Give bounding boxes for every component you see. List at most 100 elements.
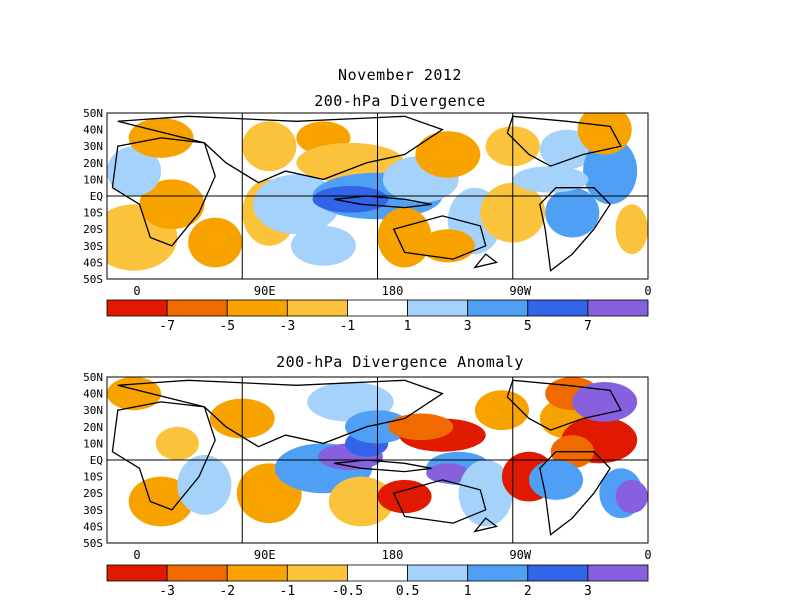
anomaly-blob xyxy=(128,476,194,527)
colorbar-label: -5 xyxy=(219,319,235,334)
lat-tick-label: 10N xyxy=(83,173,103,186)
anomaly-blob xyxy=(426,463,470,484)
figure-title: November 2012 xyxy=(338,66,462,84)
lon-tick-label: 90E xyxy=(254,548,276,562)
anomaly-blob xyxy=(242,121,297,172)
lat-tick-label: 30S xyxy=(83,504,103,517)
colorbar-label: -3 xyxy=(280,319,296,334)
colorbar-label: 1 xyxy=(404,319,412,334)
colorbar-label: -1 xyxy=(280,584,296,599)
colorbar-label: 1 xyxy=(464,584,472,599)
colorbar-label: -2 xyxy=(219,584,235,599)
colorbar-swatch xyxy=(286,564,348,582)
lat-tick-label: 20S xyxy=(83,487,103,500)
anomaly-blob xyxy=(572,381,638,422)
colorbar-label: -1 xyxy=(340,319,356,334)
coastline-path xyxy=(473,253,498,269)
lat-tick-label: 30S xyxy=(83,240,103,253)
coastline-path xyxy=(117,379,444,448)
colorbar-swatch xyxy=(587,564,649,582)
colorbar-label: -7 xyxy=(159,319,175,334)
colorbar-swatch xyxy=(587,299,649,317)
colorbar-swatch xyxy=(467,299,529,317)
colorbar-swatch xyxy=(527,299,589,317)
coastline-path xyxy=(334,195,432,209)
lat-tick-label: 40S xyxy=(83,520,103,533)
anomaly-blob xyxy=(458,460,513,527)
coastline-path xyxy=(392,479,487,524)
lat-tick-label: 30N xyxy=(83,140,103,153)
coastline-path xyxy=(539,451,611,536)
coastline-path xyxy=(117,115,444,184)
anomaly-blob xyxy=(388,413,454,441)
colorbar-label: 3 xyxy=(464,319,472,334)
panel-1-subtitle: 200-hPa Divergence xyxy=(314,92,486,110)
colorbar-swatch xyxy=(226,564,288,582)
colorbar-swatch xyxy=(407,564,469,582)
coastline-path xyxy=(539,187,611,272)
anomaly-blob xyxy=(155,426,199,460)
anomaly-blob xyxy=(312,186,389,213)
colorbar-label: 3 xyxy=(584,584,592,599)
lat-tick-label: 10S xyxy=(83,207,103,220)
coastline-path xyxy=(111,401,216,511)
anomaly-blob xyxy=(545,187,600,238)
anomaly-blob xyxy=(512,166,589,193)
coastline-path xyxy=(111,137,216,247)
colorbar-swatch xyxy=(407,299,469,317)
colorbar-swatch xyxy=(527,564,589,582)
colorbar-swatch xyxy=(106,564,168,582)
panel-2-subtitle: 200-hPa Divergence Anomaly xyxy=(276,353,524,371)
anomaly-blob xyxy=(139,179,205,230)
lat-tick-label: 50S xyxy=(83,537,103,550)
lat-tick-label: 10S xyxy=(83,471,103,484)
coastline-path xyxy=(506,115,622,167)
coastline-path xyxy=(334,459,432,473)
anomaly-blob xyxy=(615,204,648,255)
colorbar-label: -3 xyxy=(159,584,175,599)
anomaly-blob xyxy=(377,207,432,268)
colorbar-swatch xyxy=(467,564,529,582)
lon-tick-label: 180 xyxy=(382,284,404,298)
anomaly-blob xyxy=(377,479,432,514)
lat-tick-label: 40N xyxy=(83,388,103,401)
colorbar-swatch xyxy=(286,299,348,317)
colorbar-swatch xyxy=(347,299,408,317)
colorbar-swatch xyxy=(106,299,168,317)
colorbar-label: 7 xyxy=(584,319,592,334)
lat-tick-label: 30N xyxy=(83,404,103,417)
colorbar-label: 0.5 xyxy=(396,584,419,599)
lon-tick-label: 90E xyxy=(254,284,276,298)
colorbar-swatch xyxy=(166,564,228,582)
colorbar-label: 5 xyxy=(524,319,532,334)
lat-tick-label: 50N xyxy=(83,107,103,120)
anomaly-blob xyxy=(420,229,475,263)
anomaly-blob xyxy=(577,113,632,155)
coastline-path xyxy=(473,517,498,533)
colorbar-swatch xyxy=(226,299,288,317)
coastline-path xyxy=(392,215,487,260)
coastlines xyxy=(111,115,622,272)
lat-tick-label: EQ xyxy=(90,190,103,203)
anomaly-blob xyxy=(415,131,481,178)
anomaly-blob xyxy=(615,479,648,514)
map-frame xyxy=(106,376,649,544)
lon-tick-label: 0 xyxy=(133,284,140,298)
lat-tick-label: 20N xyxy=(83,157,103,170)
colorbar-swatch xyxy=(166,299,228,317)
lon-tick-label: 180 xyxy=(382,548,404,562)
lat-tick-label: 20N xyxy=(83,421,103,434)
anomaly-blob xyxy=(290,225,356,266)
colorbar-label: -0.5 xyxy=(332,584,363,599)
lat-tick-label: 20S xyxy=(83,223,103,236)
anomaly-blob xyxy=(528,460,584,500)
lon-tick-label: 90W xyxy=(509,284,531,298)
lon-tick-label: 90W xyxy=(509,548,531,562)
anomaly-blob xyxy=(177,455,232,515)
shading-layer-1 xyxy=(107,113,648,271)
lon-tick-label: 0 xyxy=(133,548,140,562)
lat-tick-label: EQ xyxy=(90,454,103,467)
map-frame xyxy=(106,112,649,280)
lon-tick-label: 0 xyxy=(644,284,651,298)
